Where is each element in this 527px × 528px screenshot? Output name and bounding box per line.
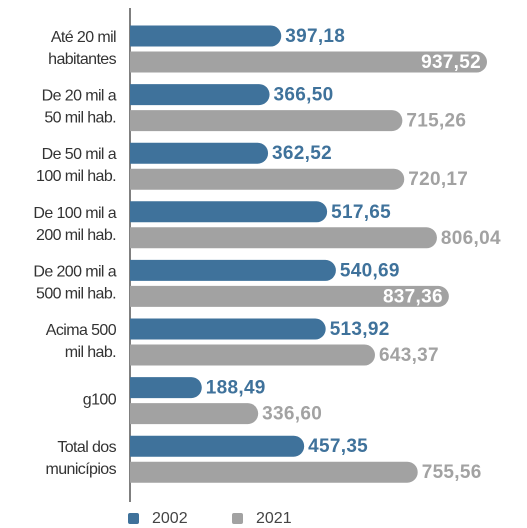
bar <box>130 110 403 132</box>
value-label: 336,60 <box>262 404 322 425</box>
value-label: 837,36 <box>383 286 443 307</box>
category-label: De 50 mil a 100 mil hab. <box>36 146 117 185</box>
bar <box>130 259 336 281</box>
value-label: 755,56 <box>422 462 482 483</box>
category-label: De 20 mil a 50 mil hab. <box>42 88 117 127</box>
category-label: De 200 mil a 500 mil hab. <box>33 264 116 303</box>
bar <box>130 142 269 164</box>
bar <box>130 51 488 73</box>
bar <box>130 84 270 106</box>
value-label: 397,18 <box>285 26 345 47</box>
legend-swatch <box>128 513 139 524</box>
bar <box>130 201 328 223</box>
bar <box>130 344 375 366</box>
value-label: 643,37 <box>379 345 439 366</box>
category-label: De 100 mil a 200 mil hab. <box>33 205 116 244</box>
bar <box>130 168 405 190</box>
bar <box>130 285 449 307</box>
value-label: 806,04 <box>441 228 501 249</box>
value-label: 517,65 <box>331 202 391 223</box>
legend-label: 2002 <box>152 510 188 527</box>
value-label: 362,52 <box>272 143 332 164</box>
value-label: 457,35 <box>308 436 368 457</box>
category-label: g100 <box>83 392 117 409</box>
value-label: 188,49 <box>206 378 266 399</box>
category-label: Acima 500 mil hab. <box>46 322 117 361</box>
bar <box>130 25 282 47</box>
bar <box>130 318 326 340</box>
value-label: 540,69 <box>340 260 400 281</box>
bar <box>130 435 305 457</box>
legend-swatch <box>232 513 243 524</box>
value-label: 720,17 <box>408 169 468 190</box>
value-label: 366,50 <box>274 85 334 106</box>
value-label: 937,52 <box>421 52 481 73</box>
value-label: 513,92 <box>330 319 390 340</box>
bar <box>130 403 259 425</box>
bar <box>130 227 437 249</box>
category-label: Total dos municípios <box>46 439 117 478</box>
legend-label: 2021 <box>256 510 292 527</box>
bar <box>130 377 202 399</box>
value-label: 715,26 <box>406 111 466 132</box>
bar <box>130 461 418 483</box>
category-label: Até 20 mil habitantes <box>48 29 116 68</box>
